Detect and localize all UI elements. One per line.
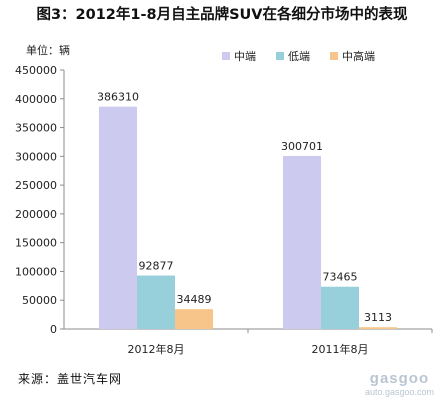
source-note: 来源：盖世汽车网 — [18, 372, 123, 386]
bar — [283, 155, 321, 329]
x-category-label: 2012年8月 — [128, 342, 185, 356]
bar-value-label: 34489 — [177, 293, 212, 306]
bar-value-label: 73465 — [323, 271, 358, 284]
bar-value-label: 386310 — [97, 91, 139, 104]
y-tick-label: 0 — [50, 323, 57, 336]
y-tick-label: 250000 — [15, 179, 57, 192]
bar-value-label: 300701 — [281, 140, 323, 153]
watermark-url: auto.gasgoo.com — [364, 387, 434, 397]
bar-value-label: 92877 — [139, 260, 174, 273]
bar — [359, 327, 397, 329]
gasgoo-watermark: gasgoo auto.gasgoo.com — [365, 370, 434, 397]
chart-title: 图3：2012年1-8月自主品牌SUV在各细分市场中的表现 — [36, 7, 408, 23]
legend-label: 中高端 — [342, 50, 375, 63]
legend-item: 低端 — [276, 48, 310, 64]
y-tick-label: 200000 — [15, 208, 57, 221]
legend-label: 中端 — [234, 50, 256, 63]
legend-item: 中高端 — [330, 48, 375, 64]
y-tick-label: 300000 — [15, 150, 57, 163]
legend-label: 低端 — [288, 50, 310, 63]
bar — [99, 106, 137, 329]
legend-swatch — [222, 52, 230, 60]
bar — [175, 309, 213, 329]
y-tick-label: 400000 — [15, 93, 57, 106]
legend: 中端 低端 中高端 — [222, 48, 395, 64]
x-category-label: 2011年8月 — [312, 342, 369, 356]
y-tick-label: 150000 — [15, 237, 57, 250]
y-tick-label: 100000 — [15, 265, 57, 278]
y-tick-label: 450000 — [15, 64, 57, 77]
legend-item: 中端 — [222, 48, 256, 64]
y-tick-label: 50000 — [22, 294, 57, 307]
bar-value-label: 3113 — [364, 311, 392, 324]
unit-label: 单位：辆 — [26, 44, 70, 57]
legend-swatch — [330, 52, 338, 60]
watermark-logo: gasgoo — [369, 370, 430, 387]
bar — [137, 275, 175, 329]
bar — [321, 286, 359, 329]
legend-swatch — [276, 52, 284, 60]
y-tick-label: 350000 — [15, 122, 57, 135]
